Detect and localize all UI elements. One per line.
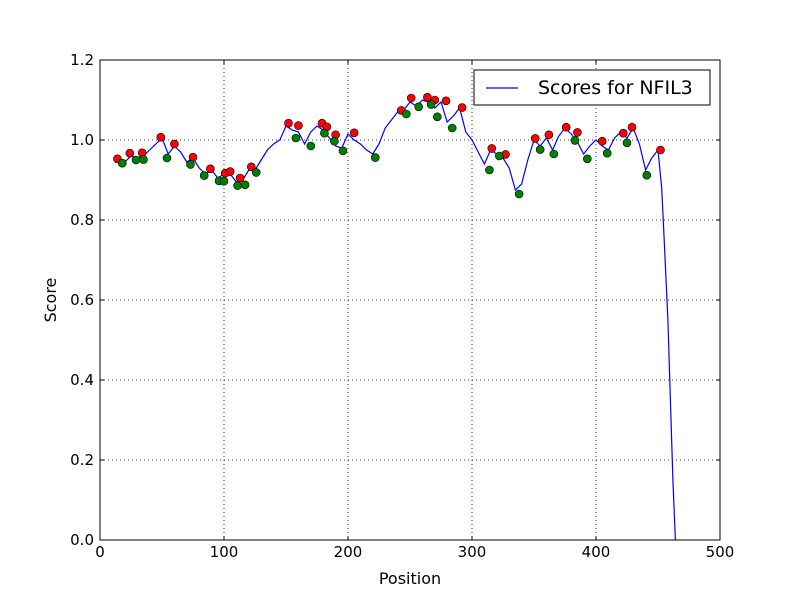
green-trough-point [139,155,148,164]
green-trough-point [401,109,411,119]
series-layer [113,92,676,541]
red-peak-point [170,139,179,149]
green-trough-point [291,133,301,143]
red-peak-point [206,164,215,174]
red-peak-point [656,145,665,155]
x-axis-label: Position [379,569,441,588]
y-tick-label: 1.0 [70,131,94,149]
red-peak-point [188,152,198,162]
green-trough-point [219,176,229,186]
y-tick-label: 1.2 [70,51,94,69]
green-trough-point [485,165,494,175]
green-trough-point [570,136,580,145]
legend-entry-label: Scores for NFIL3 [538,77,693,99]
red-peak-point [225,167,235,176]
red-peak-point [618,128,628,138]
y-tick-label: 0.6 [70,291,94,309]
red-peak-point [487,144,497,153]
y-axis-label: Score [41,278,60,323]
tick-labels: 0 100 200 300 400 500 0.0 0.2 0.4 0.6 0.8 1.0 1.2 [70,51,734,561]
green-trough-point [602,148,612,158]
red-peak-point [294,121,303,130]
red-peak-point [284,118,293,128]
green-trough-point [320,128,329,138]
green-trough-point [330,136,339,146]
x-tick-label: 100 [210,543,239,561]
red-peak-point [235,173,245,183]
red-peak-point [544,130,554,140]
x-tick-label: 400 [582,543,611,561]
y-tick-label: 0.4 [70,371,94,389]
x-tick-label: 0 [95,543,105,561]
green-trough-point [642,170,652,180]
y-tick-label: 0.0 [70,531,94,549]
red-peak-point [423,92,432,102]
red-peak-point [561,122,571,132]
red-peak-point [530,134,540,143]
green-trough-point [622,138,632,148]
x-tick-label: 500 [706,543,735,561]
legend: Scores for NFIL3 [473,69,711,106]
green-trough-point [447,123,457,133]
green-trough-point [240,180,250,190]
green-trough-point [494,151,504,161]
x-tick-label: 200 [334,543,363,561]
red-peak-point [247,162,256,172]
x-tick-label: 300 [458,543,487,561]
green-trough-point [251,168,261,177]
red-peak-point [125,148,135,158]
red-peak-point [573,128,582,137]
ticks [99,59,721,541]
red-peak-point [627,122,637,132]
green-trough-point [370,153,380,162]
green-trough-point [306,141,316,151]
red-peak-point [406,93,416,103]
green-trough-point [414,102,424,112]
green-trough-point [514,189,524,199]
green-trough-point [131,155,141,165]
green-trough-point [426,100,436,109]
red-peak-point [457,103,467,112]
green-trough-point [162,153,172,163]
green-trough-point [582,154,592,164]
green-trough-point [338,146,348,156]
y-tick-label: 0.2 [70,451,94,469]
green-trough-point [432,112,442,122]
green-trough-point [118,158,127,168]
green-trough-point [535,145,545,154]
y-tick-label: 0.8 [70,211,94,229]
red-peak-point [441,96,451,106]
green-trough-point [186,160,195,169]
green-trough-point [199,171,209,180]
red-peak-point [349,128,359,138]
red-peak-point [156,132,166,142]
red-peak-point [597,136,607,146]
green-trough-point [549,149,559,159]
green-trough-point [233,181,242,190]
